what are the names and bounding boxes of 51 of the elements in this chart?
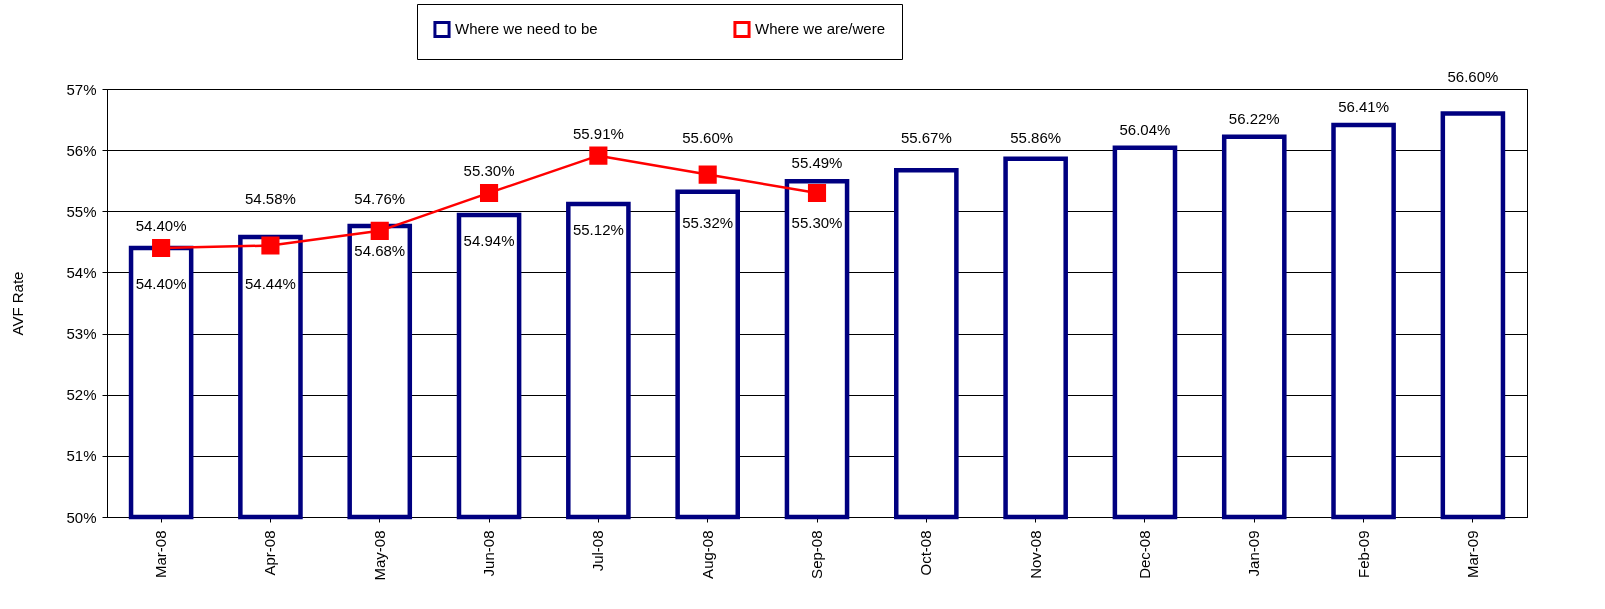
data-label: 55.12% [572,220,624,238]
y-tick-label: 54% [66,263,97,281]
data-label: 55.67% [900,129,952,147]
y-tick-label: 52% [66,386,97,404]
legend-label: Where we need to be [455,20,598,38]
data-label: 54.40% [135,216,187,234]
x-tick-label: Mar-09 [1463,530,1481,579]
data-label: 55.30% [463,161,515,179]
data-label: 56.60% [1447,68,1499,85]
x-tick-label: Sep-08 [808,530,825,579]
point [807,183,827,203]
y-tick-label: 53% [66,325,97,343]
y-tick-label: 51% [66,447,97,465]
x-tick-label: Jul-08 [589,530,607,572]
x-tick-label: Aug-08 [698,530,716,579]
x-tick-label: Oct-08 [917,530,935,576]
x-tick-label: Jan-09 [1245,530,1263,577]
x-tick-label: Apr-08 [261,530,279,576]
y-tick-label: 56% [66,141,97,159]
data-label: 54.94% [463,231,515,249]
data-label: 54.68% [354,241,406,259]
point [370,221,389,240]
y-tick-label: 50% [66,508,97,526]
x-tick-label: Dec-08 [1135,530,1153,579]
y-tick-label: 57% [66,80,97,98]
x-tick-label: Jun-08 [480,530,498,577]
point [479,183,499,203]
point [589,146,608,165]
point [698,165,717,184]
x-tick-label: Nov-08 [1026,530,1044,579]
data-label: 55.86% [1010,129,1062,147]
x-tick-label: Mar-08 [152,530,170,579]
y-axis-title: AVF Rate [9,271,27,336]
data-label: 54.40% [135,275,187,293]
data-label: 54.58% [244,190,296,208]
x-tick-label: Feb-09 [1354,530,1372,579]
data-label: 55.49% [791,154,843,172]
legend-label: Where we are/were [755,20,886,38]
data-label: 55.60% [682,129,734,147]
data-label: 55.32% [682,214,734,232]
data-label: 55.30% [791,214,843,232]
data-label: 56.22% [1228,109,1280,127]
data-label: 54.44% [244,275,296,293]
point [152,238,171,258]
data-label: 54.76% [354,190,406,208]
point [261,236,280,255]
data-label: 56.04% [1119,120,1171,138]
data-label: 55.91% [572,124,624,142]
data-label: 56.41% [1338,98,1390,116]
y-tick-label: 55% [66,202,97,220]
x-tick-label: May-08 [370,530,388,581]
